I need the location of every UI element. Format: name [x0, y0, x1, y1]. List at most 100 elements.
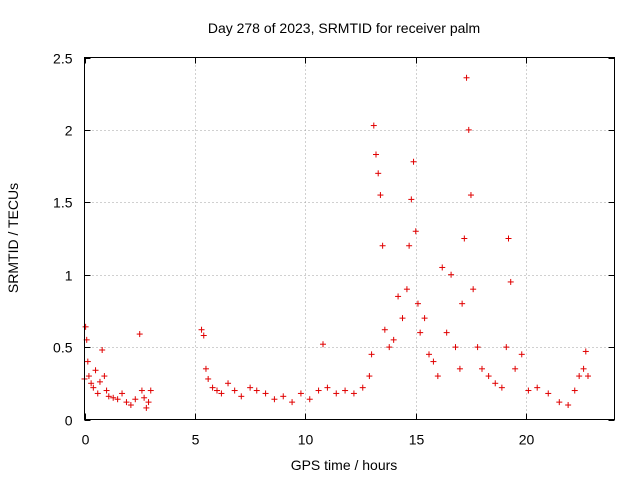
data-point — [459, 300, 466, 307]
grid-layer — [84, 57, 615, 420]
data-point — [381, 326, 388, 333]
data-point — [99, 346, 106, 353]
data-point — [452, 344, 459, 351]
data-point — [439, 264, 446, 271]
data-point — [461, 235, 468, 242]
data-point — [342, 387, 349, 394]
x-tick-label: 5 — [192, 432, 200, 448]
data-point — [88, 380, 95, 387]
data-point — [485, 373, 492, 380]
plot-frame — [84, 57, 615, 420]
data-point — [410, 158, 417, 165]
data-point — [200, 332, 207, 339]
data-point — [565, 402, 572, 409]
data-point — [414, 300, 421, 307]
data-point — [366, 373, 373, 380]
data-point — [214, 387, 220, 394]
data-point — [434, 373, 441, 380]
data-point — [101, 373, 108, 380]
data-point — [443, 329, 450, 336]
y-axis-label: SRMTID / TECUs — [5, 183, 21, 293]
data-point — [426, 351, 432, 358]
data-points — [81, 74, 591, 411]
data-point — [324, 384, 331, 391]
data-point — [492, 380, 499, 387]
data-point — [306, 396, 313, 403]
data-point — [448, 271, 455, 278]
data-point — [127, 402, 134, 409]
data-point — [297, 390, 304, 397]
data-point — [556, 399, 563, 406]
data-point — [289, 399, 296, 406]
data-point — [82, 323, 89, 330]
data-point — [198, 326, 205, 333]
x-axis-label: GPS time / hours — [291, 457, 398, 473]
data-point — [147, 387, 154, 394]
data-point — [96, 378, 103, 385]
data-point — [271, 396, 278, 403]
data-point — [90, 384, 97, 391]
data-point — [403, 286, 410, 293]
data-point — [145, 399, 152, 406]
data-point — [406, 242, 413, 249]
data-point — [114, 396, 121, 403]
data-point — [456, 365, 463, 372]
x-tick-label: 15 — [409, 432, 425, 448]
data-point — [545, 390, 552, 397]
data-point — [571, 387, 578, 394]
data-point — [525, 387, 532, 394]
data-point — [110, 394, 117, 401]
data-point — [209, 384, 216, 391]
data-point — [138, 387, 145, 394]
y-tick-label: 0.5 — [53, 340, 73, 356]
x-tick-label: 0 — [82, 432, 90, 448]
data-point — [585, 373, 591, 380]
data-point — [498, 384, 505, 391]
data-point — [465, 126, 472, 133]
chart-title: Day 278 of 2023, SRMTID for receiver pal… — [208, 20, 480, 36]
data-point — [262, 390, 269, 397]
data-point — [417, 329, 424, 336]
data-point — [320, 341, 326, 348]
data-point — [84, 358, 91, 365]
data-point — [421, 315, 428, 322]
data-point — [474, 344, 481, 351]
y-tick-label: 2 — [65, 123, 73, 139]
data-point — [253, 387, 260, 394]
data-point — [390, 336, 397, 343]
data-point — [92, 367, 99, 374]
y-tick-label: 2.5 — [53, 51, 73, 67]
data-point — [119, 390, 126, 397]
data-point — [359, 384, 366, 391]
data-point — [218, 390, 225, 397]
data-point — [518, 351, 525, 358]
x-tick-label: 20 — [519, 432, 535, 448]
data-point — [103, 387, 110, 394]
data-point — [408, 196, 415, 203]
data-point — [373, 151, 379, 158]
data-point — [467, 192, 474, 199]
data-point — [136, 331, 143, 338]
data-point — [576, 373, 583, 380]
data-point — [141, 394, 148, 401]
data-point — [205, 375, 212, 382]
y-tick-label: 1.5 — [53, 195, 73, 211]
data-point — [582, 348, 589, 355]
data-point — [132, 396, 139, 403]
data-point — [315, 387, 322, 394]
y-tick-label: 0 — [65, 413, 73, 429]
data-point — [580, 365, 587, 372]
data-point — [386, 344, 393, 351]
y-tick-label: 1 — [65, 268, 73, 284]
data-point — [247, 384, 254, 391]
data-point — [412, 228, 419, 235]
data-point — [143, 404, 150, 411]
data-point — [503, 344, 510, 351]
data-point — [507, 278, 514, 285]
tick-labels: 0 5 10 15 20 0 0.5 1 1.5 2 2.5 — [53, 51, 534, 448]
data-point — [368, 351, 375, 358]
data-point — [225, 380, 232, 387]
data-point — [463, 74, 470, 81]
data-point — [333, 390, 340, 397]
data-point — [395, 293, 402, 300]
